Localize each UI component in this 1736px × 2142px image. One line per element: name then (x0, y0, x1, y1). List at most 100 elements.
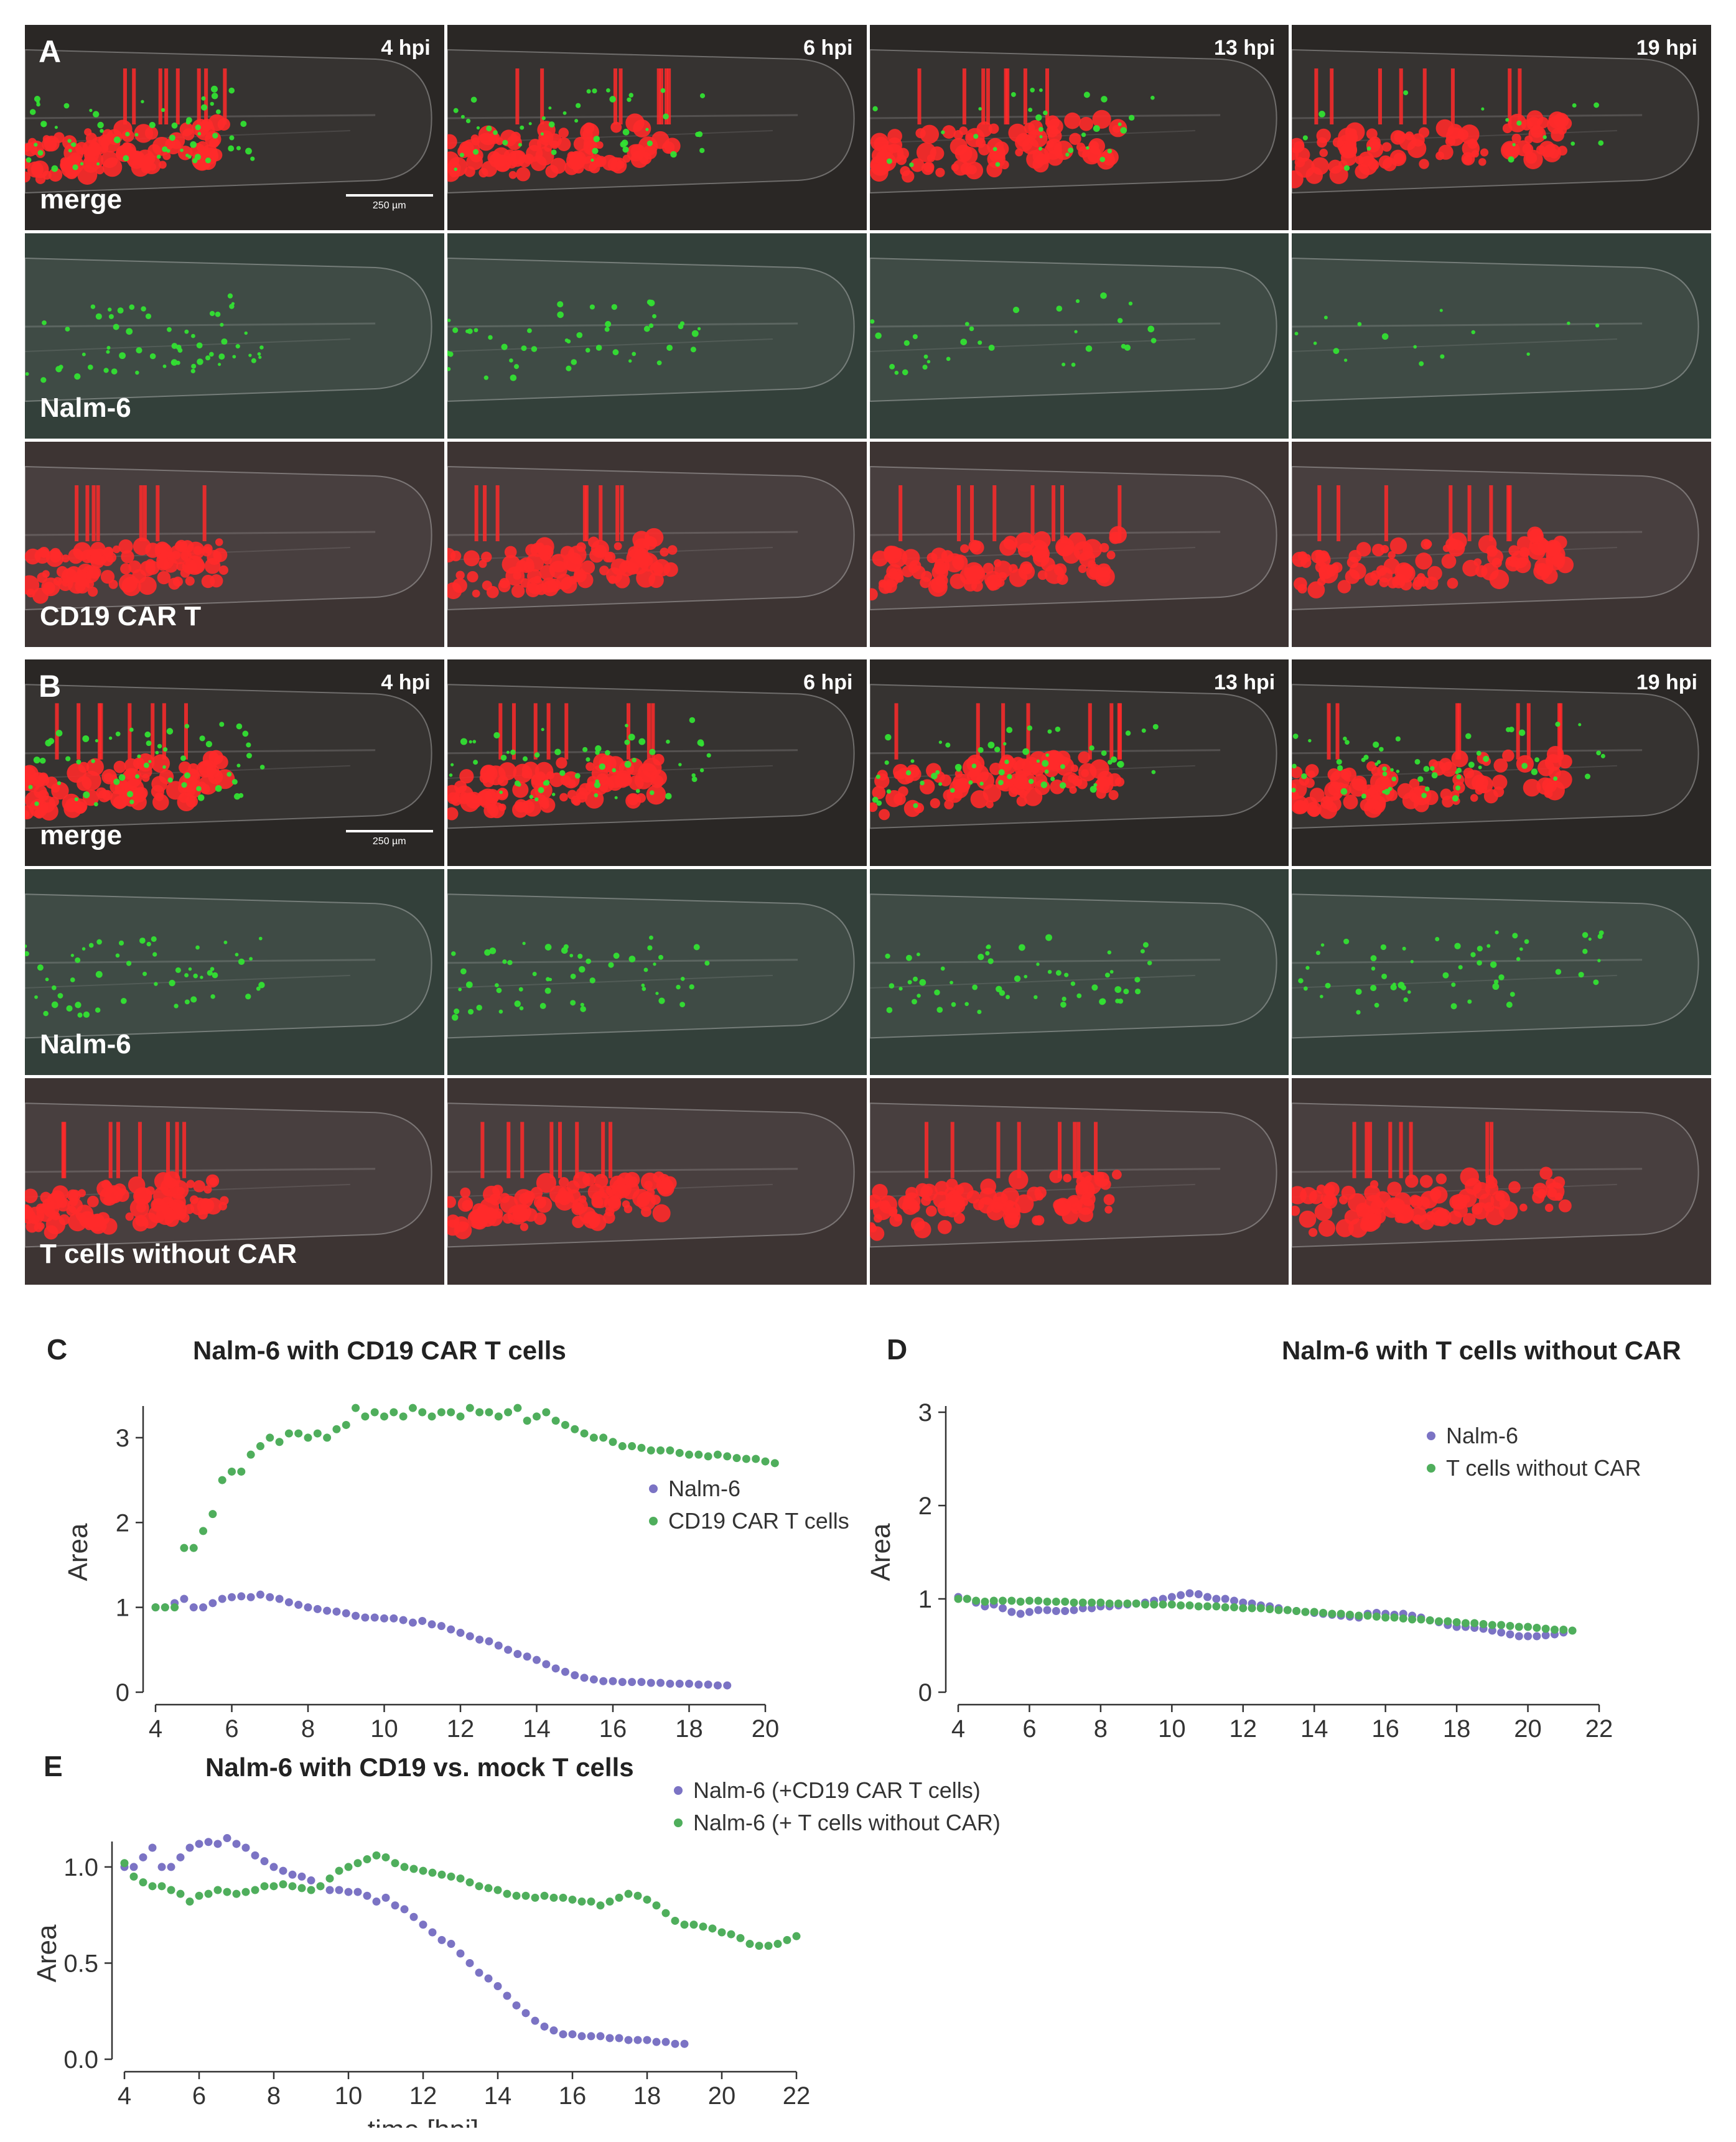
data-point (694, 1680, 703, 1689)
data-point (1559, 1626, 1568, 1634)
data-point (437, 1935, 446, 1944)
data-point (297, 1872, 306, 1881)
data-point (1123, 1600, 1132, 1608)
data-point (180, 1595, 189, 1603)
micrograph-b-r1-c1: 4 hpi B 250 µm merge (25, 659, 444, 866)
data-point (628, 1678, 637, 1687)
x-tick-label: 16 (559, 2082, 587, 2110)
data-point (1194, 1590, 1203, 1598)
data-point (189, 1603, 198, 1612)
data-point (475, 1635, 484, 1644)
data-point (531, 2016, 539, 2025)
data-point (1016, 1609, 1025, 1618)
data-point (1461, 1619, 1470, 1627)
data-point (671, 2039, 679, 2048)
data-point (1043, 1606, 1052, 1614)
data-point (580, 1674, 589, 1682)
data-point (342, 1420, 350, 1429)
data-point (533, 1655, 541, 1664)
legend-marker (649, 1517, 658, 1525)
tail-image (25, 893, 432, 1039)
data-point (428, 1928, 437, 1937)
data-point (1328, 1609, 1337, 1618)
data-point (624, 1889, 633, 1898)
row-label: Nalm-6 (40, 1029, 131, 1060)
micrograph-b-r2-c2 (447, 868, 867, 1076)
micrograph-a-r3-c1: CD19 CAR T (25, 442, 444, 647)
data-point (363, 1891, 371, 1900)
data-point (313, 1429, 322, 1438)
x-tick-label: 22 (783, 2082, 811, 2110)
data-point (1141, 1600, 1149, 1609)
timepoint-label: 13 hpi (1214, 671, 1276, 694)
data-point (727, 1930, 735, 1939)
data-point (427, 1620, 436, 1629)
data-point (475, 1882, 483, 1891)
micrograph-a-r2-c4 (1292, 233, 1711, 439)
tail-image (869, 1102, 1277, 1248)
data-point (465, 1878, 474, 1887)
data-point (666, 1679, 674, 1688)
data-point (447, 1940, 455, 1949)
scale-bar-label: 250 µm (372, 836, 406, 847)
micrograph-a-r1-c1: 4 hpi A 250 µm merge (25, 25, 444, 230)
tail-image (1292, 257, 1699, 403)
data-point (307, 1886, 315, 1894)
panel-a-image-grid: 4 hpi A 250 µm merge 6 hpi 13 hpi 19 hpi Nalm-6… (25, 25, 1711, 647)
data-point (1025, 1608, 1034, 1616)
data-point (609, 1438, 617, 1446)
y-tick-label: 2 (116, 1509, 129, 1537)
tail-image (1292, 49, 1699, 194)
data-point (284, 1598, 293, 1606)
data-point (713, 1450, 722, 1459)
timepoint-label: 13 hpi (1214, 36, 1276, 60)
data-point (493, 1982, 502, 1991)
data-point (279, 1880, 287, 1889)
data-point (428, 1868, 437, 1877)
data-point (1452, 1618, 1461, 1626)
data-point (332, 1425, 341, 1433)
data-point (523, 1652, 531, 1661)
data-point (1194, 1602, 1203, 1611)
data-point (189, 1544, 198, 1552)
tail-image (447, 465, 855, 611)
data-point (1203, 1593, 1212, 1601)
data-point (633, 2036, 642, 2044)
panel-letter: A (39, 34, 62, 69)
x-tick-label: 20 (752, 1715, 780, 1743)
data-point (279, 1866, 287, 1875)
micrograph-b-r1-c4: 19 hpi (1292, 659, 1711, 866)
data-point (269, 1863, 278, 1871)
data-point (465, 1958, 474, 1967)
data-point (1007, 1596, 1016, 1605)
data-point (275, 1438, 284, 1446)
data-point (313, 1604, 322, 1613)
data-point (637, 1443, 646, 1452)
data-point (1159, 1595, 1167, 1603)
data-point (504, 1408, 513, 1417)
data-point (568, 2030, 577, 2039)
data-point (294, 1601, 303, 1609)
data-point (316, 1882, 325, 1891)
data-point (307, 1876, 315, 1885)
x-tick-label: 6 (1022, 1715, 1036, 1743)
data-point (577, 1898, 586, 1906)
x-tick-label: 14 (1300, 1715, 1328, 1743)
data-point (1061, 1607, 1070, 1615)
data-point (618, 1442, 627, 1451)
data-point (1221, 1603, 1230, 1611)
data-point (185, 1898, 194, 1906)
data-point (1550, 1626, 1559, 1634)
data-point (208, 1510, 217, 1519)
data-point (456, 1874, 465, 1883)
data-point (232, 1889, 241, 1898)
tail-image (869, 684, 1277, 829)
data-point (213, 1886, 222, 1894)
data-point (1363, 1611, 1372, 1620)
tail-image (447, 49, 855, 194)
data-point (129, 1872, 138, 1881)
data-point (176, 1889, 185, 1898)
data-point (157, 1882, 166, 1891)
data-point (605, 2034, 614, 2042)
data-point (1497, 1621, 1506, 1629)
